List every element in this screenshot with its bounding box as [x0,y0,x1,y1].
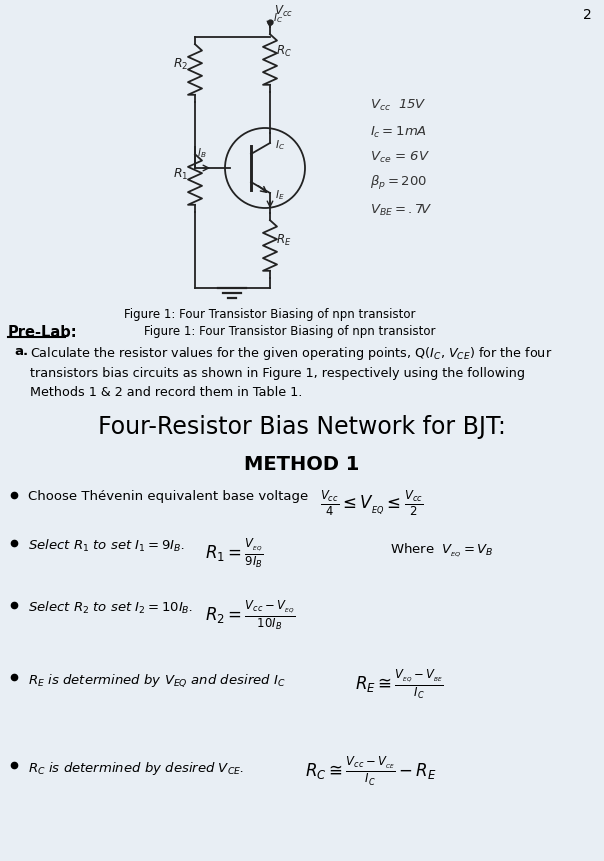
Text: Select $R_1$ to set $I_1 = 9I_B$.: Select $R_1$ to set $I_1 = 9I_B$. [28,538,185,554]
Text: METHOD 1: METHOD 1 [244,455,360,474]
Text: Choose Thévenin equivalent base voltage: Choose Thévenin equivalent base voltage [28,490,308,503]
Text: $I_B$: $I_B$ [197,146,207,160]
Text: $R_2 = \frac{V_{cc} - V_{_{EQ}}}{10I_B}$: $R_2 = \frac{V_{cc} - V_{_{EQ}}}{10I_B}$ [205,598,295,632]
Text: Where  $V_{_{EQ}} = V_B$: Where $V_{_{EQ}} = V_B$ [390,541,493,559]
Text: $I_c = 1mA$: $I_c = 1mA$ [370,125,427,139]
Text: Pre-Lab:: Pre-Lab: [8,325,78,340]
Text: Figure 1: Four Transistor Biasing of npn transistor: Figure 1: Four Transistor Biasing of npn… [144,325,435,338]
Text: $\frac{V_{cc}}{4} \leq V_{_{EQ}} \leq \frac{V_{cc}}{2}$: $\frac{V_{cc}}{4} \leq V_{_{EQ}} \leq \f… [320,488,423,517]
Text: $R_C \cong \frac{V_{cc} - V_{_{CE}}}{I_C} - R_E$: $R_C \cong \frac{V_{cc} - V_{_{CE}}}{I_C… [305,755,437,788]
Text: $R_E \cong \frac{V_{_{EQ}} - V_{_{BE}}}{I_C}$: $R_E \cong \frac{V_{_{EQ}} - V_{_{BE}}}{… [355,667,444,701]
Text: Calculate the resistor values for the given operating points, Q($I_C$, $V_{CE}$): Calculate the resistor values for the gi… [30,345,552,399]
Text: $V_{ce}$ = 6V: $V_{ce}$ = 6V [370,150,430,164]
Text: $I_C$: $I_C$ [273,11,283,25]
Text: 2: 2 [583,8,592,22]
Text: $R_E$: $R_E$ [276,233,291,248]
Text: $R_2$: $R_2$ [173,57,188,72]
Text: $I_C$: $I_C$ [275,138,285,152]
Text: $V_{BE} = .7V$: $V_{BE} = .7V$ [370,202,432,218]
Text: a.: a. [14,345,28,358]
Text: $R_C$ is determined by desired $V_{CE}$.: $R_C$ is determined by desired $V_{CE}$. [28,760,244,777]
Text: $R_1$: $R_1$ [173,167,188,182]
Text: Four-Resistor Bias Network for BJT:: Four-Resistor Bias Network for BJT: [98,415,506,439]
Text: $V_{cc}$  15V: $V_{cc}$ 15V [370,97,426,113]
Text: $\beta_p = 200$: $\beta_p = 200$ [370,174,428,192]
Text: $R_E$ is determined by $V_{EQ}$ and desired $I_C$: $R_E$ is determined by $V_{EQ}$ and desi… [28,672,286,689]
Text: Figure 1: Four Transistor Biasing of npn transistor: Figure 1: Four Transistor Biasing of npn… [124,308,416,321]
Text: $V_{cc}$: $V_{cc}$ [274,4,293,19]
Text: $R_C$: $R_C$ [276,44,292,59]
Text: Select $R_2$ to set $I_2 = 10I_B$.: Select $R_2$ to set $I_2 = 10I_B$. [28,600,193,616]
Text: $R_1 = \frac{V_{_{EQ}}}{9I_B}$: $R_1 = \frac{V_{_{EQ}}}{9I_B}$ [205,536,263,570]
Text: $I_E$: $I_E$ [275,188,284,201]
